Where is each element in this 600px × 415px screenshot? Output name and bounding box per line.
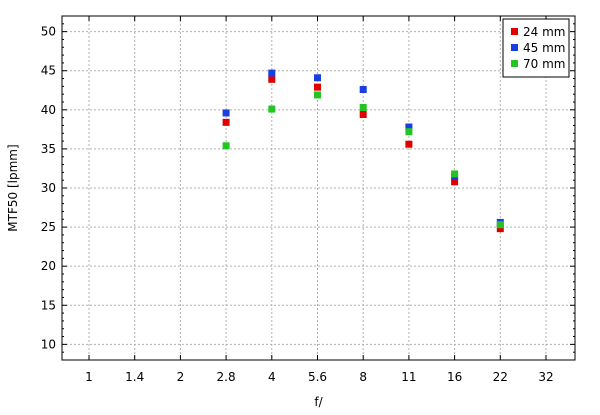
y-tick-label: 20	[41, 259, 56, 273]
x-tick-label: 16	[447, 370, 462, 384]
data-point	[405, 123, 413, 131]
y-tick-label: 50	[41, 25, 56, 39]
y-tick-label: 30	[41, 181, 56, 195]
data-point	[268, 75, 276, 83]
data-point	[359, 103, 367, 111]
data-point	[314, 91, 321, 99]
legend-swatch	[511, 60, 518, 67]
data-point	[405, 140, 413, 148]
x-tick-label: 32	[538, 370, 553, 384]
y-tick-label: 15	[41, 298, 56, 312]
data-points	[222, 69, 504, 233]
legend-swatch	[511, 44, 518, 51]
data-point	[222, 109, 230, 117]
y-tick-label: 25	[41, 220, 56, 234]
data-point	[359, 111, 367, 119]
x-tick-label: 2	[177, 370, 185, 384]
y-tick-label: 35	[41, 142, 56, 156]
x-tick-label: 2.8	[217, 370, 236, 384]
data-point	[496, 221, 504, 229]
x-tick-labels: 1 1.4 2 2.8 4 5.6 8 11 16 22 32	[85, 370, 553, 384]
data-point	[314, 83, 321, 91]
x-tick-label: 8	[359, 370, 367, 384]
data-point	[268, 69, 276, 77]
legend-swatch	[511, 28, 518, 35]
x-axis-label: f/	[314, 395, 323, 409]
data-point	[451, 170, 459, 178]
grid-lines	[62, 16, 575, 360]
y-tick-label: 10	[41, 337, 56, 351]
x-tick-label: 4	[268, 370, 276, 384]
data-point	[359, 85, 367, 93]
data-point	[405, 128, 413, 136]
x-tick-label: 11	[401, 370, 416, 384]
data-point	[496, 225, 504, 233]
x-tick-label: 1.4	[125, 370, 144, 384]
y-tick-label: 40	[41, 103, 56, 117]
data-point	[222, 142, 230, 150]
legend-label: 45 mm	[523, 41, 565, 55]
y-tick-labels: 10 15 20 25 30 35 40 45 50	[41, 25, 56, 352]
data-point	[268, 105, 276, 113]
x-tick-label: 22	[493, 370, 508, 384]
y-tick-label: 45	[41, 64, 56, 78]
legend: 24 mm 45 mm 70 mm	[502, 18, 570, 78]
x-tick-label: 1	[85, 370, 93, 384]
legend-label: 70 mm	[523, 57, 565, 71]
data-point	[314, 74, 321, 82]
data-point	[222, 118, 230, 126]
data-point	[451, 178, 459, 186]
x-tick-label: 5.6	[308, 370, 327, 384]
axis-ticks	[62, 15, 575, 361]
legend-label: 24 mm	[523, 25, 565, 39]
y-axis-label: MTF50 [lpmm]	[6, 144, 20, 231]
